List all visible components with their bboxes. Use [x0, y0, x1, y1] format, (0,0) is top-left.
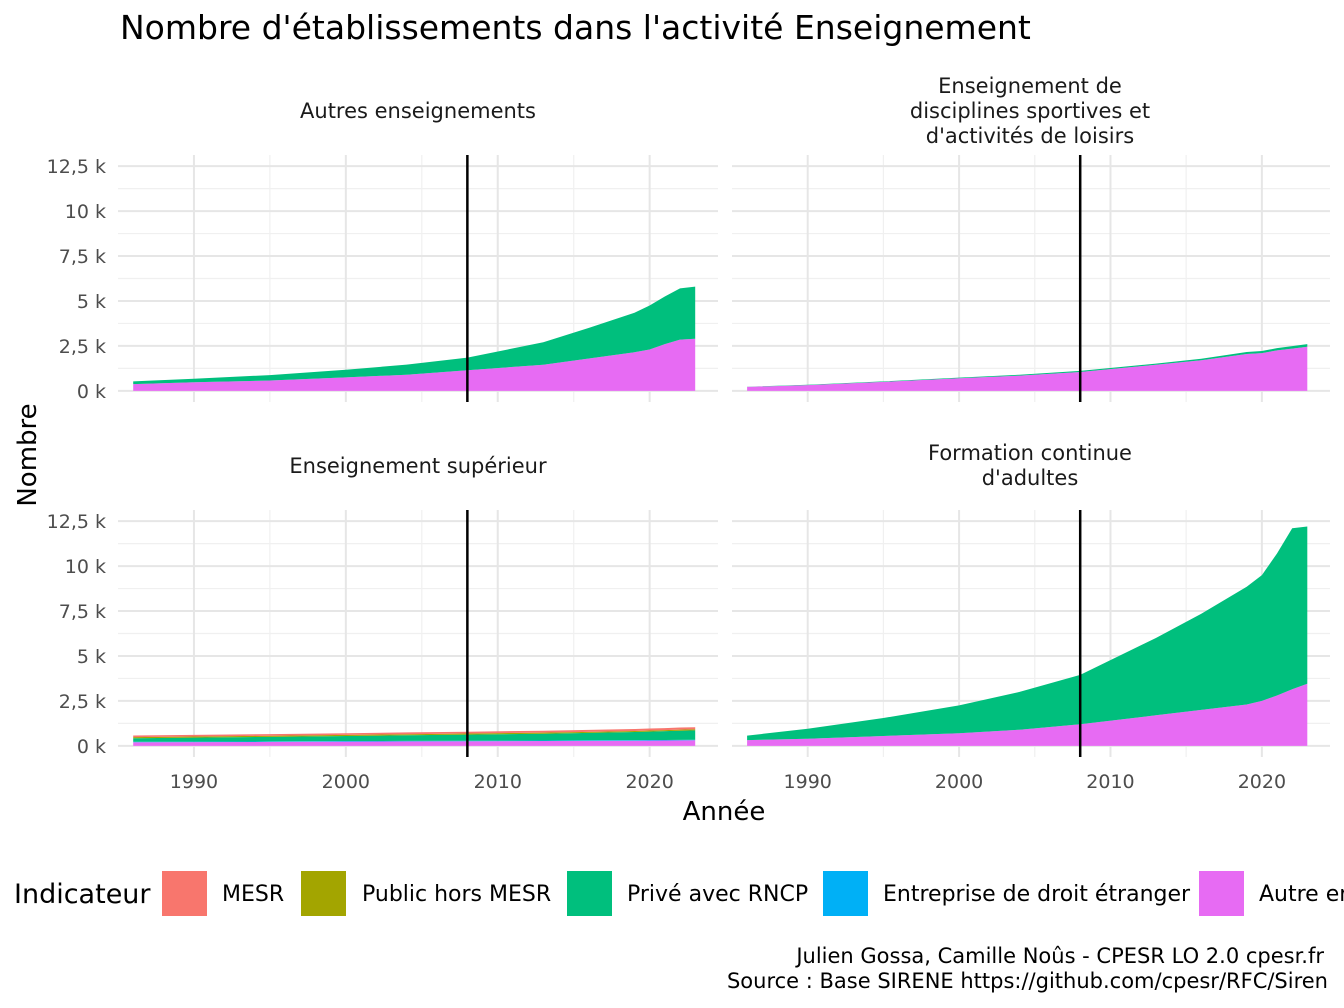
panel-strip-label: Formation continue [928, 441, 1132, 465]
panel-strip-label: Enseignement supérieur [289, 454, 547, 478]
panel-strip-label: disciplines sportives et [910, 99, 1150, 123]
y-tick-label: 7,5 k [59, 601, 106, 623]
legend-swatch-public-hors-mesr [301, 871, 346, 916]
caption-authors: Julien Gossa, Camille Noûs - CPESR LO 2.… [794, 944, 1324, 968]
y-tick-label: 5 k [77, 646, 106, 668]
y-axis-title: Nombre [13, 403, 43, 506]
y-tick-label: 0 k [77, 381, 106, 403]
panel-enseignement-superieur: Enseignement supérieur [289, 454, 547, 478]
area-series [133, 740, 696, 746]
panel-strip-label: d'adultes [982, 466, 1079, 490]
x-tick-label: 2010 [1086, 771, 1134, 793]
legend-swatch-entreprise-etranger [823, 871, 868, 916]
area-series [747, 683, 1308, 746]
panel-plot [732, 155, 1330, 402]
area-series [747, 346, 1308, 391]
legend-swatch-mesr [162, 871, 207, 916]
area-series [133, 729, 696, 739]
plot-area: 0 k 2,5 k 5 k 7,5 k 10 k 12,5 k 0 k 2,5 k 5 k 7,5… [47, 155, 1330, 793]
legend-title: Indicateur [14, 879, 151, 910]
panel-autres-enseignements: Autres enseignements [300, 99, 536, 123]
x-tick-label: 1990 [170, 771, 218, 793]
caption-source: Source : Base SIRENE https://github.com/… [727, 969, 1328, 993]
panel-plot: 0 k 2,5 k 5 k 7,5 k 10 k 12,5 k 1990 2000 2010 20… [47, 510, 718, 793]
panel-strip-label: Autres enseignements [300, 99, 536, 123]
panel-strip-label: Enseignement de [938, 74, 1122, 98]
x-tick-label: 2010 [474, 771, 522, 793]
x-tick-label: 1990 [784, 771, 832, 793]
legend-label-prive-rncp: Privé avec RNCP [627, 882, 808, 907]
y-tick-label: 5 k [77, 291, 106, 313]
panel-strip-label: d'activités de loisirs [926, 124, 1134, 148]
legend-label-autre-enseignement: Autre enseignement [1259, 882, 1344, 907]
x-axis-title: Année [683, 797, 766, 827]
y-tick-label: 0 k [77, 736, 106, 758]
y-tick-label: 12,5 k [47, 511, 106, 533]
y-tick-label: 10 k [65, 556, 106, 578]
legend-swatch-autre-enseignement [1199, 871, 1244, 916]
area-series [133, 286, 696, 385]
y-tick-label: 10 k [65, 201, 106, 223]
panel-plot: 1990 2000 2010 2020 [732, 510, 1330, 793]
area-series [747, 526, 1308, 741]
panel-plot: 0 k 2,5 k 5 k 7,5 k 10 k 12,5 k [47, 155, 718, 403]
chart-title: Nombre d'établissements dans l'activité … [120, 8, 1031, 47]
legend-label-mesr: MESR [222, 882, 284, 907]
legend-label-entreprise-etranger: Entreprise de droit étranger [883, 882, 1191, 907]
y-tick-label: 2,5 k [59, 336, 106, 358]
area-series [133, 730, 696, 742]
y-tick-label: 7,5 k [59, 246, 106, 268]
area-series [133, 338, 696, 391]
panel-disciplines-sportives: Enseignement de disciplines sportives et… [910, 74, 1150, 148]
x-tick-label: 2000 [322, 771, 370, 793]
x-tick-label: 2020 [625, 771, 673, 793]
area-series [133, 727, 696, 738]
legend: Indicateur MESR Public hors MESR Privé a… [14, 871, 1344, 916]
x-tick-label: 2020 [1238, 771, 1286, 793]
y-tick-label: 12,5 k [47, 156, 106, 178]
legend-label-public-hors-mesr: Public hors MESR [362, 882, 551, 907]
x-tick-label: 2000 [935, 771, 983, 793]
area-series [133, 739, 696, 743]
legend-swatch-prive-rncp [567, 871, 612, 916]
y-tick-label: 2,5 k [59, 691, 106, 713]
panel-formation-continue: Formation continue d'adultes [928, 441, 1132, 490]
